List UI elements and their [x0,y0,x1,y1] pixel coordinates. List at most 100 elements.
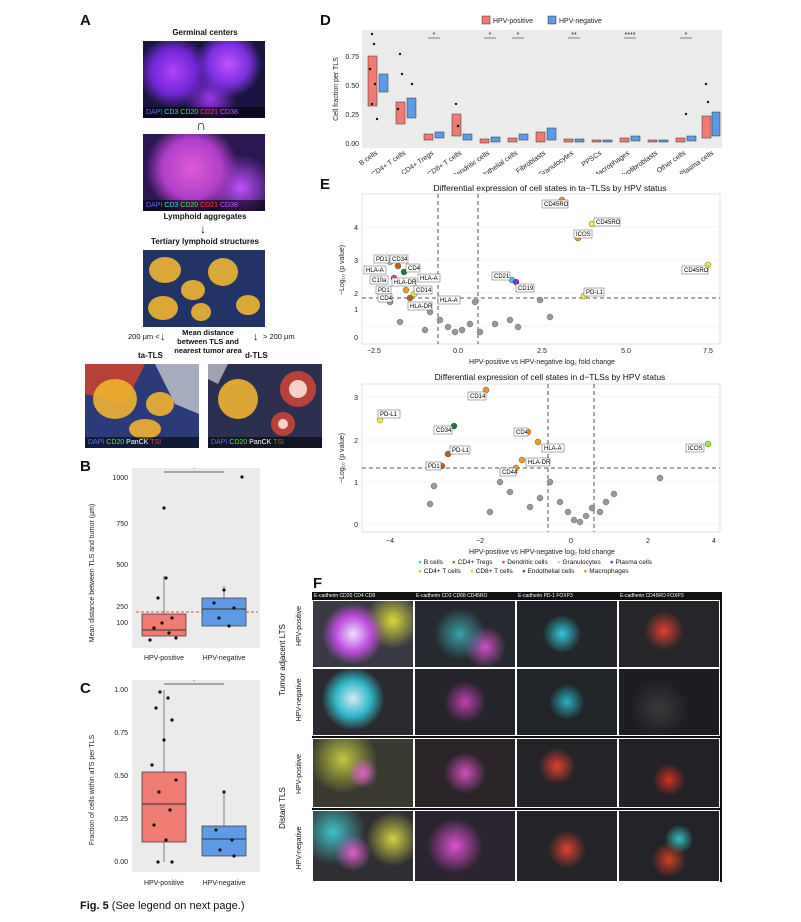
xtick: 4 [712,538,716,545]
ytick: 3 [354,258,358,265]
legend-item: ● Endothelial cells [521,568,575,575]
xtick-hpv-positive: HPV-positive [144,655,184,662]
ns-points [386,296,554,336]
row-label: HPV-positive [296,605,303,647]
svg-text:CD14: CD14 [470,394,486,400]
micrograph-tile [414,668,516,736]
legend-hpv-negative: HPV-negative [559,18,602,25]
micrograph-tile [516,738,618,808]
svg-text:HLA-A: HLA-A [366,268,384,274]
svg-text:PD1: PD1 [428,464,440,470]
ytick: 500 [116,562,128,569]
svg-text:PD-L1: PD-L1 [452,448,470,454]
micrograph-tile [618,738,720,808]
e-top-labels: CD45RO CD45RO ICOS CD45RO PD1 CD34 CD4 H… [363,199,709,311]
panel-label-f: F [313,575,323,592]
stain-legend-ta: DAPI CD20 PanCK TSI [85,437,199,448]
box-hpv-negative [201,825,247,857]
micrograph-tile [618,600,720,668]
micrograph-tile [312,738,414,808]
xtick: −4 [386,538,394,545]
row-group-distant: Distant TLS [278,787,287,829]
micrograph-tile [516,600,618,668]
d-xticks: B cells CD4+ T cells CD4+ Tregs CD8+ T c… [358,150,715,174]
xtick-hpv-negative: HPV-negative [203,880,246,887]
micrograph-tile [516,810,618,882]
sig-label: * [433,32,436,39]
legend-item: ● Granulocytes [556,559,601,566]
micrograph-tile [312,810,414,882]
ytick: 250 [116,604,128,611]
micrograph-tile [414,738,516,808]
ytick: 0.75 [345,54,359,61]
sig-label: * [489,32,492,39]
micrograph-tile [516,668,618,736]
panel-e-top-chart: −Log₁₀ (p value) 4 3 2 1 0 CD45RO CD45RO… [339,193,721,366]
d-tls-label: d-TLS [245,351,268,360]
svg-text:PD1: PD1 [376,257,388,263]
panel-label-d: D [320,12,331,29]
svg-text:HLA-A: HLA-A [420,276,438,282]
sig-label: * [685,32,688,39]
sig-star: * [193,468,196,473]
micrograph-tile [312,600,414,668]
e-top-xlabel: HPV-positive vs HPV-negative log₂ fold c… [469,359,615,366]
ytick: 0 [354,522,358,529]
d-tls-image: DAPI CD20 PanCK TSI [207,363,323,449]
panel-label-e: E [320,176,331,193]
d-points [368,32,710,128]
ytick: 2 [354,438,358,445]
svg-text:PD-L1: PD-L1 [586,290,604,296]
arrow-down-left-icon: ↓ [160,331,166,343]
box-hpv-positive [141,771,187,843]
svg-text:CD19: CD19 [518,286,534,292]
sig-label: ** [571,32,577,39]
stain-legend-gc: DAPI CD3 CD20 CD21 CD38 [143,107,265,118]
e-bottom-labels: PD-L1 CD14 CD34 CD4 HLA-A ICOS PD-L1 HLA… [377,391,705,477]
stain-legend-d: DAPI CD20 PanCK TSI [208,437,322,448]
ytick: 4 [354,225,358,232]
svg-text:ICOS: ICOS [576,232,591,238]
svg-text:PPSCs: PPSCs [581,150,604,169]
svg-text:HLA-DR: HLA-DR [410,304,433,310]
intersect-symbol: ∩ [196,117,207,133]
d-boxes [367,55,721,144]
d-tls-overlay [208,364,322,448]
xtick: 5.0 [621,348,631,355]
svg-text:ICOS: ICOS [688,446,703,452]
ytick: 1.00 [114,687,128,694]
ytick: 0.00 [345,141,359,148]
xtick: 2.5 [537,348,547,355]
tls-title: Tertiary lymphoid structures [151,237,259,246]
ytick: 0.50 [345,83,359,90]
sig-label: * [517,32,520,39]
legend-hpv-positive: HPV-positive [493,18,533,25]
legend-item: ● CD8+ T cells [469,568,513,575]
svg-text:HLA-A: HLA-A [440,298,458,304]
e-legend: ● B cells ● CD4+ Tregs ● Dendritic cells… [418,558,718,576]
panel-c-chart: Fraction of cells within aTS per TLS 1.0… [89,680,260,887]
ytick: 0.25 [345,112,359,119]
e-top-title: Differential expression of cell states i… [433,183,667,193]
legend-item: ● CD4+ Tregs [451,559,493,566]
svg-text:B cells: B cells [358,150,379,168]
ta-tls-overlay [85,364,199,448]
lymphoid-aggregates-title: Lymphoid aggregates [163,212,247,221]
xtick: 7.5 [703,348,713,355]
xtick-hpv-negative: HPV-negative [203,655,246,662]
svg-text:CD14: CD14 [416,288,432,294]
legend-swatch-hpv-negative [547,15,557,25]
ta-tls-image: DAPI CD20 PanCK TSI [84,363,200,449]
row-label: HPV-negative [296,678,303,722]
plot-background [361,193,721,345]
ytick: 1000 [112,475,128,482]
mean-distance-text: Mean distance between TLS and nearest tu… [174,328,242,355]
stain-legend-la: DAPI CD3 CD20 CD21 CD38 [143,200,265,211]
legend-item: ● Macrophages [583,568,629,575]
germinal-centers-title: Germinal centers [172,28,238,37]
svg-text:HLA-DR: HLA-DR [528,460,551,466]
arrow-down-right-icon: ↓ [253,331,259,343]
ytick: 750 [116,521,128,528]
svg-text:CD34: CD34 [392,257,408,263]
ytick: 3 [354,395,358,402]
